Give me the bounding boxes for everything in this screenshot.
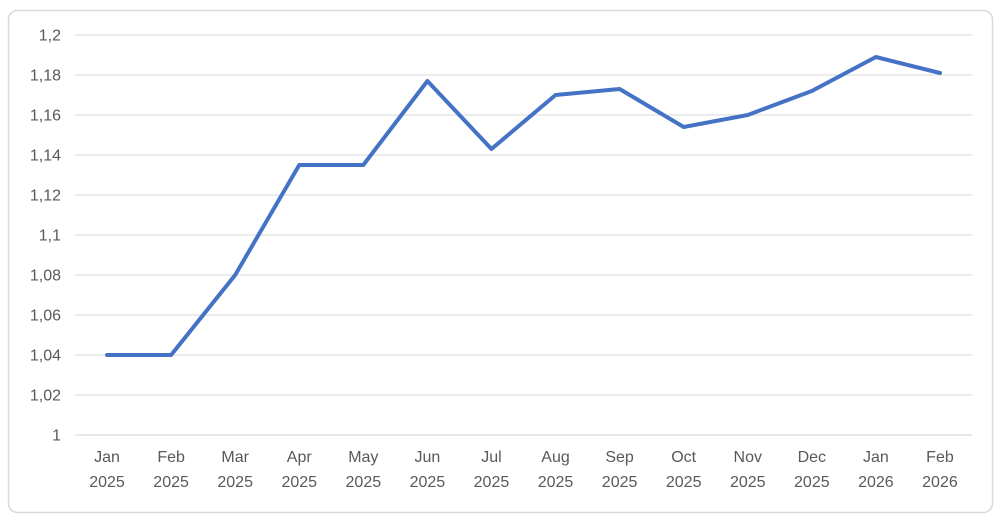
- x-axis-tick-label-year: 2025: [89, 474, 125, 491]
- x-axis-tick-label-month: Feb: [157, 449, 185, 466]
- x-axis-tick-label-year: 2025: [730, 474, 766, 491]
- x-axis-tick-label-year: 2025: [153, 474, 189, 491]
- x-axis-tick-label-month: Aug: [541, 449, 569, 466]
- x-axis-tick-label-year: 2025: [666, 474, 702, 491]
- x-axis-tick-label-month: Mar: [221, 449, 249, 466]
- y-axis-tick-label: 1: [52, 428, 61, 445]
- x-axis-tick-label-month: Jul: [481, 449, 501, 466]
- x-axis-tick-label-month: Nov: [734, 449, 762, 466]
- x-axis-tick-label-month: Apr: [287, 449, 313, 466]
- x-axis-tick-label-month: Oct: [671, 449, 696, 466]
- x-axis-tick-label-year: 2025: [410, 474, 446, 491]
- x-axis-tick-label-month: Feb: [926, 449, 954, 466]
- x-axis-tick-label-year: 2025: [602, 474, 638, 491]
- y-axis-tick-label: 1,18: [30, 68, 61, 85]
- x-axis-tick-label-month: Dec: [798, 449, 826, 466]
- x-axis-tick-label-year: 2025: [281, 474, 317, 491]
- chart-frame-border: [7, 9, 994, 514]
- x-axis-tick-label-month: May: [348, 449, 378, 466]
- x-axis-tick-label-month: Jun: [414, 449, 440, 466]
- x-axis-tick-label-month: Jan: [863, 449, 889, 466]
- y-axis-tick-label: 1,16: [30, 108, 61, 125]
- series-line: [105, 55, 942, 357]
- y-axis-tick-label: 1,06: [30, 308, 61, 325]
- y-axis-tick-label: 1,08: [30, 268, 61, 285]
- x-axis-tick-label-year: 2025: [794, 474, 830, 491]
- x-axis-tick-label-year: 2025: [346, 474, 382, 491]
- x-axis-tick-label-month: Sep: [605, 449, 634, 466]
- x-axis-tick-label-year: 2025: [217, 474, 253, 491]
- y-axis-tick-label: 1,04: [30, 348, 61, 365]
- x-axis-tick-label-month: Jan: [94, 449, 120, 466]
- y-axis-tick-label: 1,02: [30, 388, 61, 405]
- y-axis-tick-label: 1,14: [30, 148, 61, 165]
- y-axis-tick-label: 1,1: [39, 228, 61, 245]
- y-axis-tick-label: 1,2: [39, 28, 61, 45]
- y-axis-tick-label: 1,12: [30, 188, 61, 205]
- x-axis-tick-label-year: 2025: [538, 474, 574, 491]
- x-axis-tick-label-year: 2025: [474, 474, 510, 491]
- x-axis-tick-label-year: 2026: [922, 474, 958, 491]
- x-axis-tick-label-year: 2026: [858, 474, 894, 491]
